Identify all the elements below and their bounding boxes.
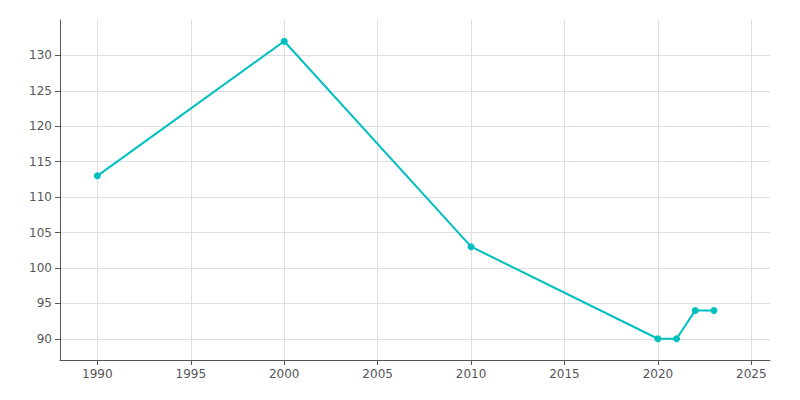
svg-text:2015: 2015 xyxy=(549,367,580,381)
svg-text:115: 115 xyxy=(29,155,52,169)
svg-text:95: 95 xyxy=(37,296,52,310)
svg-text:1990: 1990 xyxy=(82,367,113,381)
svg-text:2010: 2010 xyxy=(456,367,487,381)
svg-text:110: 110 xyxy=(29,190,52,204)
svg-text:120: 120 xyxy=(29,119,52,133)
svg-text:2000: 2000 xyxy=(269,367,300,381)
svg-text:2020: 2020 xyxy=(643,367,674,381)
svg-text:100: 100 xyxy=(29,261,52,275)
svg-text:105: 105 xyxy=(29,226,52,240)
svg-text:125: 125 xyxy=(29,84,52,98)
svg-text:90: 90 xyxy=(37,332,52,346)
svg-text:130: 130 xyxy=(29,48,52,62)
svg-text:1995: 1995 xyxy=(176,367,207,381)
svg-text:2005: 2005 xyxy=(362,367,393,381)
svg-text:2025: 2025 xyxy=(736,367,767,381)
